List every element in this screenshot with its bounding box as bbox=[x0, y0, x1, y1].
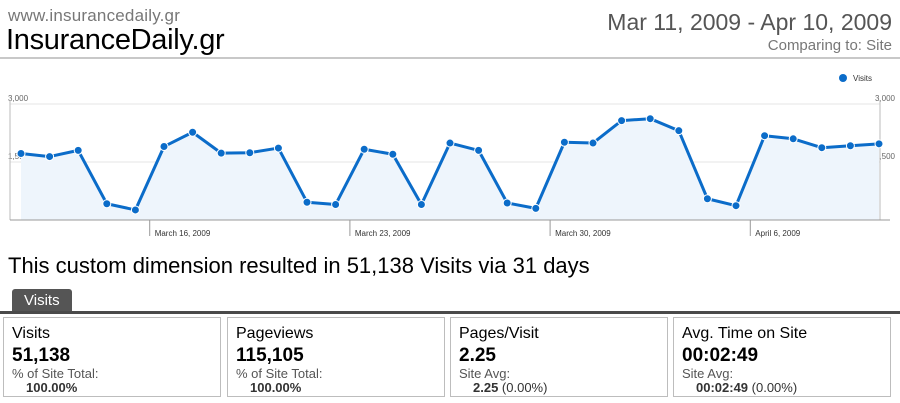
metric-sub-value: 100.00% bbox=[250, 380, 301, 395]
data-point bbox=[588, 138, 598, 148]
data-point bbox=[388, 149, 398, 159]
data-point bbox=[817, 143, 827, 153]
metric-sub-value-change: (0.00%) bbox=[748, 380, 798, 395]
metric-sub-value: 2.25 (0.00%) bbox=[473, 380, 547, 395]
data-point bbox=[874, 139, 884, 149]
metric-sub-value-number: 100.00% bbox=[26, 380, 78, 395]
data-point bbox=[130, 205, 140, 215]
comparison-label: Comparing to: Site bbox=[767, 37, 892, 54]
data-point bbox=[188, 127, 198, 137]
data-point bbox=[102, 199, 112, 209]
y-tick-label-right: 1,500 bbox=[875, 152, 896, 161]
y-tick-label-right: 3,000 bbox=[875, 94, 896, 103]
data-point bbox=[731, 201, 741, 211]
data-point bbox=[559, 137, 569, 147]
metric-label: Avg. Time on Site bbox=[682, 325, 808, 342]
metric-label: Pages/Visit bbox=[459, 325, 539, 342]
site-url: www.insurancedaily.gr bbox=[8, 6, 181, 25]
site-title: InsuranceDaily.gr bbox=[6, 24, 225, 56]
summary-heading: This custom dimension resulted in 51,138… bbox=[8, 253, 590, 278]
x-tick-label: April 6, 2009 bbox=[755, 229, 800, 238]
date-range-selector[interactable]: Mar 11, 2009 - Apr 10, 2009 bbox=[607, 9, 892, 35]
data-point bbox=[159, 142, 169, 152]
data-point bbox=[16, 148, 26, 158]
data-point bbox=[331, 200, 341, 210]
metric-sub-value: 00:02:49 (0.00%) bbox=[696, 380, 797, 395]
data-point bbox=[474, 145, 484, 155]
tab-bar: Visits bbox=[0, 289, 900, 314]
y-tick-label-left: 3,000 bbox=[8, 94, 29, 103]
metric-sub-label: % of Site Total: bbox=[236, 366, 323, 381]
data-point bbox=[445, 138, 455, 148]
data-point bbox=[216, 148, 226, 158]
data-point bbox=[502, 198, 512, 208]
metric-sub-label: Site Avg: bbox=[682, 366, 734, 381]
x-tick-label: March 30, 2009 bbox=[555, 229, 611, 238]
x-tick-label: March 16, 2009 bbox=[155, 229, 211, 238]
metric-value: 51,138 bbox=[12, 345, 71, 366]
metrics-panel: Visits 51,138 % of Site Total: 100.00% P… bbox=[3, 317, 898, 399]
metric-sub-label: Site Avg: bbox=[459, 366, 511, 381]
metric-sub-value-number: 100.00% bbox=[250, 380, 302, 395]
metric-label: Pageviews bbox=[236, 325, 314, 342]
metric-card-avg-time-on-site[interactable]: Avg. Time on Site 00:02:49 Site Avg: 00:… bbox=[673, 317, 891, 397]
data-point bbox=[45, 152, 55, 162]
data-point bbox=[245, 148, 255, 158]
data-point bbox=[674, 126, 684, 136]
data-point bbox=[702, 194, 712, 204]
data-point bbox=[73, 145, 83, 155]
metric-sub-value-number: 00:02:49 bbox=[696, 380, 749, 395]
legend-marker bbox=[839, 74, 847, 82]
tab-visits[interactable]: Visits bbox=[12, 289, 72, 312]
x-tick-label: March 23, 2009 bbox=[355, 229, 411, 238]
metric-sub-value-number: 2.25 bbox=[473, 380, 499, 395]
data-point bbox=[788, 134, 798, 144]
data-point bbox=[302, 197, 312, 207]
metric-value: 2.25 bbox=[459, 345, 496, 366]
data-point bbox=[359, 144, 369, 154]
metric-card-pageviews[interactable]: Pageviews 115,105 % of Site Total: 100.0… bbox=[227, 317, 445, 397]
data-point bbox=[416, 200, 426, 210]
metric-value: 00:02:49 bbox=[682, 345, 759, 366]
metric-card-pages-per-visit[interactable]: Pages/Visit 2.25 Site Avg: 2.25 (0.00%) bbox=[450, 317, 668, 397]
metric-card-visits[interactable]: Visits 51,138 % of Site Total: 100.00% bbox=[3, 317, 221, 397]
metric-sub-value: 100.00% bbox=[26, 380, 77, 395]
metric-sub-label: % of Site Total: bbox=[12, 366, 99, 381]
metric-value: 115,105 bbox=[236, 345, 304, 366]
series-area bbox=[21, 118, 879, 220]
data-point bbox=[617, 116, 627, 126]
metric-sub-value-change: (0.00%) bbox=[498, 380, 548, 395]
data-point bbox=[531, 203, 541, 213]
metric-label: Visits bbox=[12, 325, 50, 342]
data-point bbox=[760, 131, 770, 141]
tab-divider bbox=[0, 311, 900, 314]
data-point bbox=[845, 141, 855, 151]
header-divider bbox=[0, 57, 900, 59]
legend-label: Visits bbox=[853, 74, 872, 83]
data-point bbox=[273, 143, 283, 153]
data-point bbox=[645, 114, 655, 124]
